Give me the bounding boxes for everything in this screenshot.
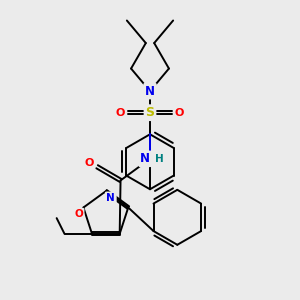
Text: S: S xyxy=(146,106,154,119)
Text: O: O xyxy=(74,209,83,219)
Text: H: H xyxy=(155,154,164,164)
Text: N: N xyxy=(140,152,150,165)
Text: N: N xyxy=(106,193,115,203)
Text: O: O xyxy=(85,158,94,168)
Text: O: O xyxy=(175,108,184,118)
Text: O: O xyxy=(116,108,125,118)
Text: N: N xyxy=(145,85,155,98)
